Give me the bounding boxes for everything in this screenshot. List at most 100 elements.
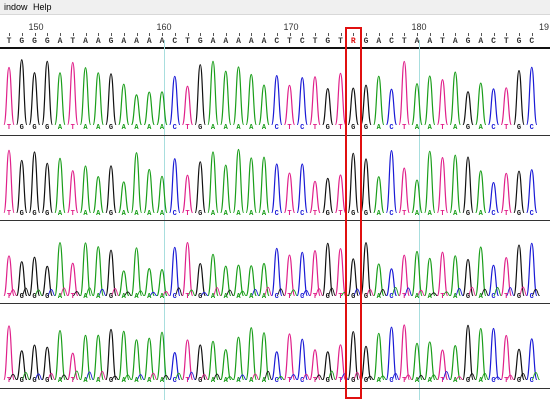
trace-base-call: A — [134, 210, 139, 218]
trace-peak — [309, 249, 321, 296]
ruler-tick — [98, 33, 100, 36]
position-ruler: 150 160 170 180 19 — [0, 22, 550, 44]
trace-base-call: A — [414, 293, 420, 301]
trace-base-call: G — [351, 210, 356, 218]
reference-base: G — [465, 37, 471, 46]
trace-peak — [449, 255, 462, 296]
reference-base: T — [440, 37, 445, 46]
ruler-tick — [493, 33, 495, 36]
trace-peak — [462, 324, 474, 380]
trace-noise-peak — [531, 372, 540, 380]
trace-base-call: C — [529, 377, 534, 385]
reference-base: T — [185, 37, 190, 46]
reference-base: C — [299, 37, 305, 46]
trace-base-call: G — [325, 210, 330, 218]
trace-peak — [321, 351, 334, 380]
trace-base-call: G — [325, 293, 330, 301]
trace-base-call: A — [57, 293, 63, 301]
trace-base-call: T — [6, 293, 12, 301]
trace-base-call: T — [440, 377, 445, 385]
trace-noise-peak — [455, 287, 464, 296]
trace-peak — [270, 247, 283, 296]
trace-noise-peak — [327, 370, 336, 380]
trace-base-call: A — [414, 377, 420, 385]
trace-base-call: A — [453, 293, 458, 301]
trace-peak — [194, 344, 207, 380]
ruler-tick — [136, 33, 138, 36]
trace-peak — [156, 91, 168, 125]
trace-peak — [513, 244, 525, 296]
trace-peak — [347, 330, 360, 380]
trace-base-call: T — [504, 210, 509, 218]
trace-base-call: G — [465, 293, 471, 301]
trace-noise-peak — [225, 289, 234, 296]
trace-base-call: G — [45, 210, 50, 218]
trace-base-call: A — [478, 377, 483, 385]
trace-noise-peak — [467, 373, 477, 380]
trace-peak — [360, 158, 372, 213]
trace-base-call: T — [312, 377, 318, 385]
trace-noise-peak — [429, 292, 438, 296]
trace-peak — [360, 242, 372, 296]
trace-peak — [219, 164, 232, 213]
trace-base-call: A — [223, 377, 228, 385]
reference-base: A — [95, 37, 101, 46]
ruler-tick — [404, 33, 406, 36]
trace-peak — [258, 84, 270, 125]
reference-base: A — [223, 37, 229, 46]
trace-base-call: A — [249, 210, 254, 218]
trace-noise-peak — [353, 288, 362, 296]
trace-peak — [500, 172, 513, 213]
trace-noise-peak — [174, 372, 183, 380]
reference-base: T — [70, 37, 76, 46]
reference-base: A — [248, 37, 254, 46]
trace-peak — [219, 265, 232, 296]
trace-noise-peak — [314, 288, 324, 296]
trace-base-call: T — [440, 293, 445, 301]
trace-noise-peak — [276, 288, 285, 296]
trace-base-call: A — [210, 210, 216, 218]
trace-peak — [28, 72, 41, 125]
ruler-tick — [123, 33, 125, 36]
trace-peak — [449, 71, 462, 125]
ruler-tick — [429, 33, 431, 36]
menu-bar: indow Help — [0, 0, 550, 15]
trace-base-call: A — [261, 210, 267, 218]
trace-noise-peak — [404, 287, 413, 296]
trace-base-call: A — [159, 377, 165, 385]
trace-noise-peak — [85, 371, 94, 380]
trace-peak — [258, 156, 270, 213]
menu-help[interactable]: Help — [33, 2, 52, 12]
trace-base-call: T — [70, 124, 75, 132]
trace-base-call: G — [19, 124, 24, 132]
menu-window[interactable]: indow — [4, 2, 28, 12]
trace-peak — [462, 258, 474, 296]
trace-noise-peak — [136, 290, 145, 296]
trace-peak — [232, 66, 245, 125]
trace-peak — [385, 268, 398, 296]
trace-peak — [449, 345, 462, 380]
trace-peak — [525, 66, 538, 125]
trace-noise-peak — [302, 289, 311, 296]
trace-noise-peak — [365, 375, 375, 380]
trace-peak — [79, 165, 92, 213]
trace-base-call: C — [529, 210, 534, 218]
trace-peak — [321, 177, 334, 213]
ruler-label-160: 160 — [156, 22, 172, 32]
trace-noise-peak — [455, 376, 464, 380]
trace-base-call: A — [427, 293, 432, 301]
trace-base-call: G — [351, 377, 356, 385]
trace-peak — [130, 152, 143, 213]
trace-base-call: A — [210, 377, 216, 385]
trace-base-call: A — [96, 377, 101, 385]
reference-base: A — [83, 37, 88, 46]
trace-base-call: C — [300, 293, 305, 301]
trace-base-call: C — [529, 293, 534, 301]
reference-base: A — [452, 37, 458, 46]
reference-base: T — [503, 37, 509, 46]
trace-base-call: A — [249, 293, 254, 301]
trace-base-call: G — [363, 377, 369, 385]
trace-noise-peak — [416, 374, 426, 380]
trace-peak — [398, 167, 411, 213]
